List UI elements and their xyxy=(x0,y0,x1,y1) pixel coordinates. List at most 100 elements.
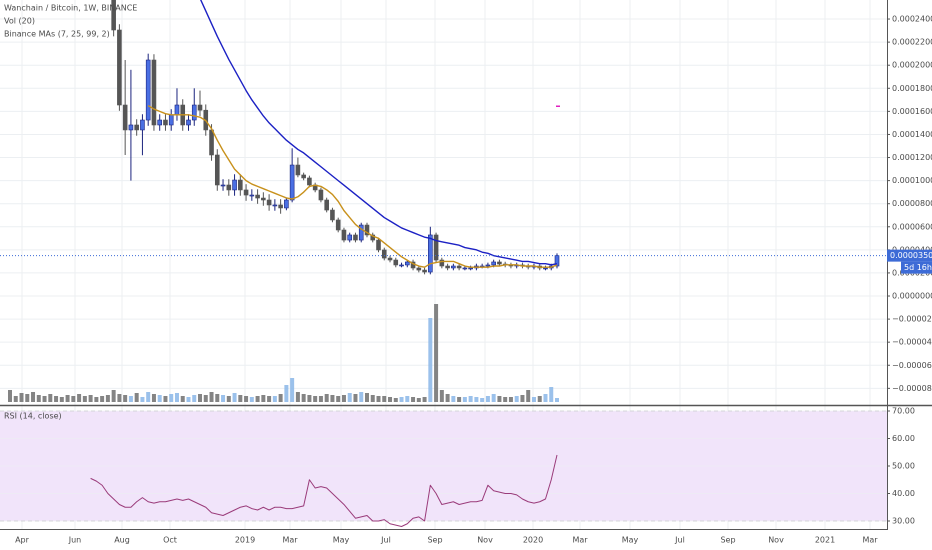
volume-bar xyxy=(393,398,398,402)
volume-bar xyxy=(221,395,226,402)
candle-body xyxy=(416,267,422,271)
volume-bar xyxy=(117,394,122,402)
volume-bar xyxy=(8,390,12,402)
volume-bar xyxy=(359,392,364,402)
rsi-title: RSI (14, close) xyxy=(4,412,62,421)
volume-bar xyxy=(186,397,191,402)
candle-body xyxy=(128,124,134,131)
volume-bar xyxy=(94,397,99,402)
volume-bar xyxy=(48,394,53,402)
y-tick-label: 0.00014000 xyxy=(892,130,932,139)
volume-bar xyxy=(65,395,70,402)
y-tick-label: −0.00004000 xyxy=(892,338,932,347)
candle-body xyxy=(341,229,347,241)
x-tick-label: May xyxy=(622,536,639,545)
volume-bar xyxy=(232,393,237,402)
last-price-box xyxy=(887,249,932,262)
volume-bar xyxy=(388,397,393,402)
candle-body xyxy=(226,184,232,191)
x-tick-label: Mar xyxy=(282,536,298,545)
candle-body xyxy=(468,267,473,270)
candle-body xyxy=(543,267,548,270)
volume-bar xyxy=(157,395,162,402)
y-tick-label: −0.00006000 xyxy=(892,361,932,370)
volume-bar xyxy=(146,392,151,402)
price-pane xyxy=(0,0,887,275)
candle-body xyxy=(186,119,191,126)
y-tick-label: 0.00022000 xyxy=(892,38,932,47)
volume-bar xyxy=(416,398,421,402)
volume-bar xyxy=(249,397,254,402)
volume-bar xyxy=(77,394,82,402)
volume-bar xyxy=(180,396,185,402)
volume-bar xyxy=(497,396,502,402)
volume-bar xyxy=(42,396,47,402)
candle-body xyxy=(284,199,289,209)
volume-bar xyxy=(503,397,508,402)
countdown-box xyxy=(901,261,932,274)
volume-bar xyxy=(531,397,536,402)
candle-body xyxy=(134,124,139,131)
candle-body xyxy=(261,197,266,201)
candle-body xyxy=(485,264,491,267)
volume-bar xyxy=(405,396,410,402)
volume-bar xyxy=(318,396,323,402)
y-tick-label: 30.00 xyxy=(892,516,915,525)
candle-body xyxy=(451,265,456,269)
y-tick-label: 0.00020000 xyxy=(892,61,932,70)
candle-body xyxy=(445,265,450,269)
volume-bar xyxy=(31,392,36,402)
candle-body xyxy=(266,199,272,206)
volume-bar xyxy=(457,397,462,402)
moving-average xyxy=(200,0,558,266)
candle-body xyxy=(289,164,295,201)
volume-bar xyxy=(422,397,427,402)
volume-bar xyxy=(336,396,341,402)
candle-body xyxy=(347,234,353,241)
candle-body xyxy=(324,199,329,211)
volume-bar xyxy=(480,398,485,402)
candle-body xyxy=(358,224,364,241)
volume-bar xyxy=(19,393,24,402)
volume-title: Vol (20) xyxy=(4,17,35,26)
volume-bar xyxy=(537,396,542,402)
volume-bar xyxy=(111,390,116,402)
axes: Apr Jun Aug Oct 2019 Mar May Jul Sep Nov 2020 Mar Ma… xyxy=(15,15,932,545)
candle-body xyxy=(393,259,399,266)
volume-bar xyxy=(88,395,93,402)
candle-body xyxy=(353,234,358,241)
last-price-label: 0.00003500 xyxy=(890,251,932,260)
moving-average xyxy=(147,104,558,268)
candle-body xyxy=(243,189,249,196)
volume-bar xyxy=(491,394,496,402)
volume-bar xyxy=(462,397,467,402)
candle-body xyxy=(232,179,237,191)
candle-body xyxy=(272,204,278,207)
volume-bar xyxy=(428,318,433,402)
rsi-line xyxy=(90,454,558,527)
x-tick-label: Nov xyxy=(768,536,784,545)
volume-bar xyxy=(445,394,450,402)
volume-bar xyxy=(36,395,41,402)
volume-bar xyxy=(313,396,318,402)
volume-bar xyxy=(290,378,295,402)
volume-bar xyxy=(54,396,59,402)
volume-bar xyxy=(514,396,519,402)
volume-bar xyxy=(255,396,260,402)
y-tick-label: 0.00012000 xyxy=(892,153,932,162)
volume-bar xyxy=(474,397,479,402)
x-tick-label: 2021 xyxy=(815,536,835,545)
volume-bar xyxy=(468,396,473,402)
candle-body xyxy=(151,59,157,126)
candle-body xyxy=(238,179,243,191)
volume-bar xyxy=(105,395,110,402)
volume-bar xyxy=(272,396,277,402)
volume-bar xyxy=(209,392,214,402)
x-tick-label: 2019 xyxy=(235,536,255,545)
candle-body xyxy=(428,234,433,273)
candle-body xyxy=(168,114,174,126)
volume-bar xyxy=(295,392,300,402)
volume-bar xyxy=(71,396,76,402)
x-tick-label: Oct xyxy=(163,536,177,545)
